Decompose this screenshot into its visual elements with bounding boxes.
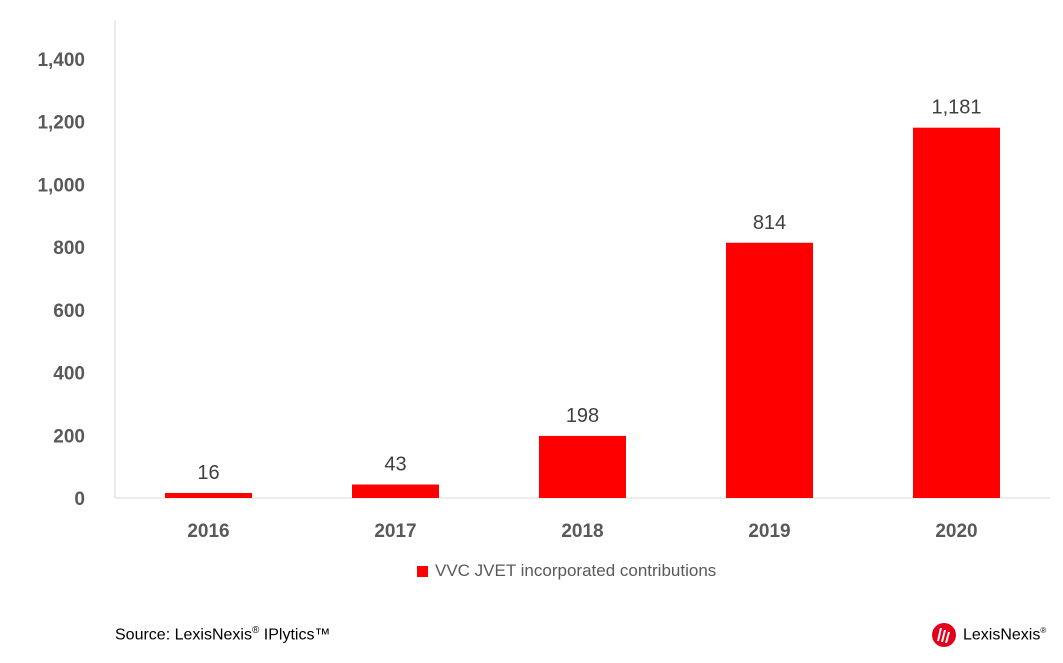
bar-2019	[726, 243, 813, 498]
y-tick-label: 600	[53, 301, 85, 322]
x-axis-ticks: 2016 2017 2018 2019 2020	[187, 521, 977, 542]
data-label-2017: 43	[384, 454, 406, 476]
lexisnexis-logo-icon	[931, 622, 957, 648]
lexisnexis-logo: LexisNexis®	[931, 622, 1046, 648]
y-tick-label: 400	[53, 364, 85, 385]
source-prefix: Source: LexisNexis	[115, 626, 252, 643]
x-tick-label-2016: 2016	[187, 521, 229, 542]
x-tick-label-2017: 2017	[374, 521, 416, 542]
y-tick-label: 800	[53, 238, 85, 259]
legend: VVC JVET incorporated contributions	[417, 561, 716, 581]
data-label-2016: 16	[197, 462, 219, 484]
logo-name: LexisNexis	[963, 626, 1040, 643]
bar-2020	[913, 128, 1000, 498]
data-label-2020: 1,181	[931, 97, 981, 119]
legend-label: VVC JVET incorporated contributions	[435, 561, 716, 581]
data-label-2019: 814	[753, 212, 786, 234]
y-tick-label: 1,000	[37, 175, 85, 196]
y-tick-label: 1,200	[37, 113, 85, 134]
logo-text: LexisNexis®	[963, 626, 1046, 644]
x-tick-label-2019: 2019	[748, 521, 790, 542]
data-label-2018: 198	[566, 405, 599, 427]
bar-2016	[165, 493, 252, 498]
y-tick-label: 0	[74, 489, 85, 510]
y-tick-label: 200	[53, 426, 85, 447]
source-registered-mark: ®	[252, 625, 259, 636]
x-tick-label-2020: 2020	[935, 521, 977, 542]
legend-swatch	[417, 566, 428, 577]
source-product: IPlytics™	[264, 626, 331, 643]
source-note: Source: LexisNexis® IPlytics™	[115, 625, 330, 644]
chart-bars	[165, 128, 1000, 498]
logo-mark: ®	[1040, 626, 1046, 635]
bar-2018	[539, 436, 626, 498]
y-axis-ticks: 0 200 400 600 800 1,000 1,200 1,400	[37, 50, 85, 510]
y-tick-label: 1,400	[37, 50, 85, 71]
bar-2017	[352, 485, 439, 498]
data-labels: 16 43 198 814 1,181	[197, 97, 981, 484]
x-tick-label-2018: 2018	[561, 521, 603, 542]
